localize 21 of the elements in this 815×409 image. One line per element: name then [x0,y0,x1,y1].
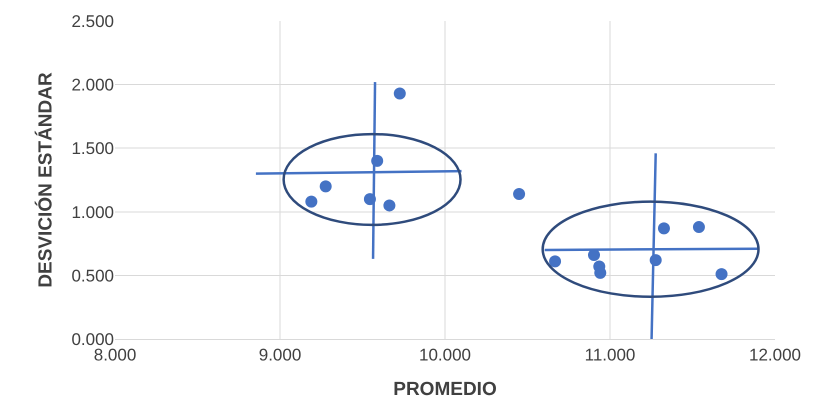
point [588,249,600,262]
point [305,196,318,208]
y-axis-title: DESVICIÓN ESTÁNDAR [34,72,56,288]
point [549,255,562,268]
point [692,221,705,234]
x-tick-label: 9.000 [258,345,302,364]
y-tick-label: 2.000 [71,76,114,95]
y-tick-label: 2.500 [71,12,114,31]
y-tick-label: 1.000 [71,202,114,222]
y-tick-label: 1.500 [71,139,114,158]
x-tick-label: 10.000 [419,345,471,364]
x-tick-label: 11.000 [584,345,636,364]
point [394,88,406,100]
x-axis-title: PROMEDIO [393,379,497,400]
point [658,222,670,234]
point [513,188,526,200]
point [320,180,332,192]
point [383,199,396,212]
y-tick-label: 0.500 [71,266,114,286]
x-tick-label: 12.000 [749,345,801,364]
point [716,268,728,280]
